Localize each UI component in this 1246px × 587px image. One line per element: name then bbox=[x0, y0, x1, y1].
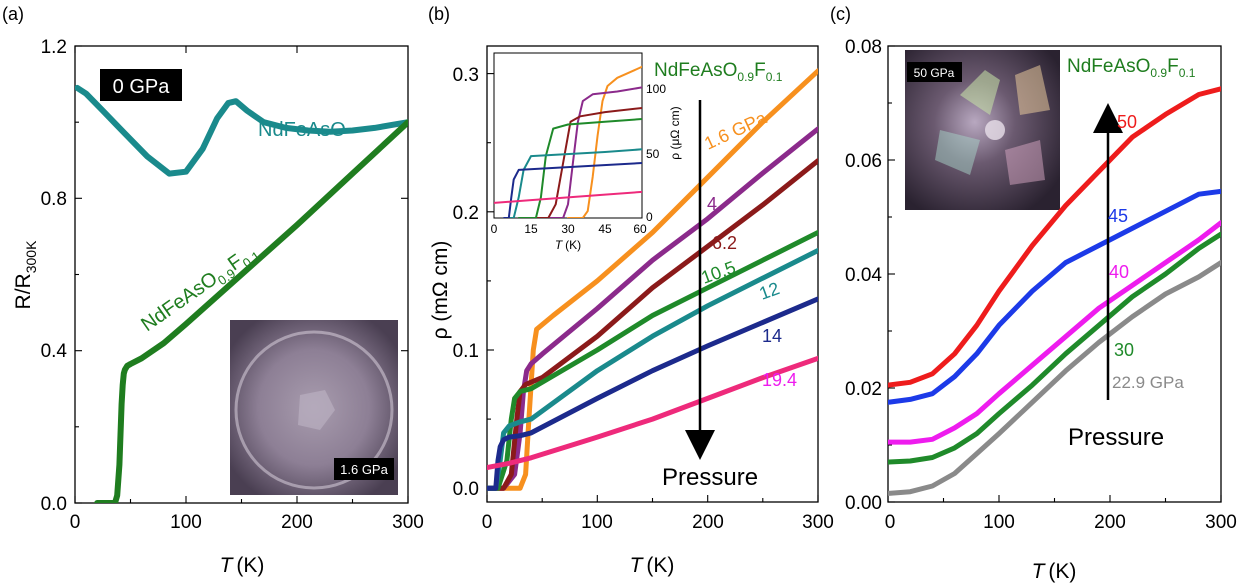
panel-c-photo-inset: 50 GPa bbox=[905, 50, 1060, 210]
panel-a-label: (a) bbox=[2, 4, 24, 24]
inset-xlabel: T (K) bbox=[555, 238, 581, 252]
inset-xtick-3: 45 bbox=[598, 222, 612, 236]
panel-c-arrow-label: Pressure bbox=[1068, 424, 1164, 451]
panel-c-xtick-3: 300 bbox=[1205, 512, 1237, 533]
panel-b-xtick-3: 300 bbox=[802, 512, 834, 533]
panel-b-xtick-0: 0 bbox=[482, 512, 493, 533]
panel-b-xlabel: T (K) bbox=[630, 554, 675, 577]
inset-ytick-0: 0 bbox=[646, 210, 653, 224]
inset-xtick-0: 0 bbox=[491, 222, 498, 236]
panel-c-y-ticks bbox=[888, 46, 895, 502]
panel-c-ytick-2: 0.04 bbox=[845, 265, 882, 286]
panel-c-x-ticks bbox=[888, 495, 1221, 502]
panel-b-arrow-label: Pressure bbox=[662, 464, 758, 491]
panel-a: (a) 0 100 200 300 0 bbox=[2, 4, 424, 577]
panel-c-xtick-0: 0 bbox=[885, 512, 896, 533]
panel-a-ytick-3: 1.2 bbox=[41, 37, 67, 58]
panel-c-label-45: 45 bbox=[1108, 206, 1128, 226]
panel-c-compound-label: NdFeAsO0.9F0.1 bbox=[1067, 56, 1196, 80]
panel-b-ytick-1: 0.1 bbox=[453, 341, 479, 362]
panel-c-label-40: 40 bbox=[1109, 262, 1129, 282]
panel-c-ytick-3: 0.06 bbox=[845, 151, 882, 172]
panel-b-ytick-0: 0.0 bbox=[453, 479, 479, 500]
panel-b-x-ticks bbox=[487, 495, 818, 502]
panel-b-ytick-2: 0.2 bbox=[453, 203, 479, 224]
panel-a-xtick-3: 300 bbox=[392, 512, 424, 533]
panel-a-ytick-2: 0.8 bbox=[41, 189, 67, 210]
panel-a-pressure-label: 0 GPa bbox=[113, 76, 171, 98]
panel-a-ytick-0: 0.0 bbox=[41, 494, 67, 515]
inset-xtick-4: 60 bbox=[633, 222, 647, 236]
panel-a-xtick-0: 0 bbox=[70, 512, 81, 533]
panel-a-ytick-1: 0.4 bbox=[41, 341, 68, 362]
panel-a-legend-ndfeaso: NdFeAsO bbox=[258, 119, 346, 141]
panel-c-ytick-4: 0.08 bbox=[845, 37, 882, 58]
panel-c-xtick-2: 200 bbox=[1094, 512, 1126, 533]
panel-a-ylabel: R/R300K bbox=[12, 240, 39, 310]
panel-a-xlabel: T (K) bbox=[220, 554, 265, 577]
panel-b: (b) 0 100 200 300 0.0 0.1 0.2 0.3 ρ (m bbox=[428, 4, 834, 577]
panel-b-xtick-1: 100 bbox=[581, 512, 613, 533]
panel-b-label-6p2: 6.2 bbox=[712, 233, 737, 253]
panel-a-photo-inset: 1.6 GPa bbox=[230, 320, 398, 495]
panel-c-xtick-1: 100 bbox=[983, 512, 1015, 533]
panel-b-label-4: 4 bbox=[707, 194, 717, 214]
panel-b-y-ticks bbox=[487, 74, 494, 489]
panel-a-xtick-1: 100 bbox=[170, 512, 202, 533]
panel-b-xtick-2: 200 bbox=[692, 512, 724, 533]
panel-c-ytick-1: 0.02 bbox=[845, 379, 882, 400]
inset-ytick-2: 100 bbox=[646, 82, 666, 96]
inset-xtick-2: 30 bbox=[561, 222, 575, 236]
panel-b-ylabel: ρ (mΩ cm) bbox=[429, 241, 452, 340]
panel-c-photo-label: 50 GPa bbox=[914, 66, 955, 80]
panel-c-label: (c) bbox=[830, 4, 851, 24]
panel-c: (c) 0 100 200 300 0.00 0.02 0.04 bbox=[830, 4, 1237, 583]
inset-ytick-1: 50 bbox=[646, 147, 660, 161]
panel-c-label-30: 30 bbox=[1114, 340, 1134, 360]
panel-c-label-50: 50 bbox=[1117, 112, 1137, 132]
panel-c-label-22p9: 22.9 GPa bbox=[1112, 373, 1184, 392]
panel-c-xlabel: T (K) bbox=[1032, 560, 1077, 583]
panel-c-series-line-2 bbox=[888, 223, 1221, 442]
inset-ylabel: ρ (μΩ cm) bbox=[668, 106, 682, 159]
panel-a-xtick-2: 200 bbox=[281, 512, 313, 533]
panel-b-compound-label: NdFeAsO0.9F0.1 bbox=[654, 60, 783, 84]
panel-b-label-19p4: 19.4 bbox=[762, 370, 797, 390]
panel-b-label: (b) bbox=[428, 4, 450, 24]
panel-b-ytick-3: 0.3 bbox=[453, 65, 479, 86]
panel-c-ytick-0: 0.00 bbox=[845, 493, 882, 514]
panel-b-label-14: 14 bbox=[762, 326, 782, 346]
panel-b-inset: 0 15 30 45 60 T (K) 0 50 100 ρ (μΩ cm) bbox=[491, 53, 682, 252]
inset-xtick-1: 15 bbox=[524, 222, 538, 236]
panel-a-photo-label: 1.6 GPa bbox=[340, 462, 388, 477]
